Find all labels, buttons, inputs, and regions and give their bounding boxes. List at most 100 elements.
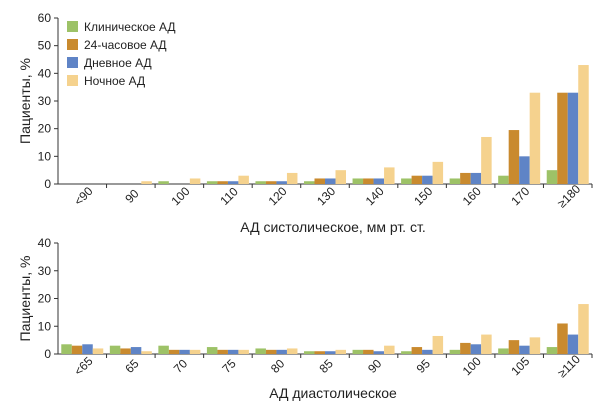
bar-1-4-7 [432, 161, 444, 184]
bar-2-4-6 [384, 345, 395, 354]
x-tick-label-2-4: 80 [268, 356, 288, 376]
x-tick-label-1-5: 130 [314, 184, 338, 208]
y-tick-label-1-30: 30 [38, 94, 52, 108]
bar-1-2-5 [314, 178, 325, 184]
bar-1-4-8 [481, 136, 492, 184]
bar-1-1-2 [158, 181, 169, 184]
x-tick-label-2-9: 105 [508, 354, 532, 378]
x-axis-title-2: АД диастолическое [269, 385, 397, 401]
bar-1-2-4 [265, 181, 277, 184]
bar-1-4-6 [384, 167, 395, 184]
legend-label-1: Клиническое АД [84, 20, 176, 34]
legend-swatch-4 [67, 75, 78, 86]
x-tick-label-2-5: 85 [316, 356, 336, 376]
y-tick-label-2-30: 30 [38, 264, 52, 278]
x-tick-label-1-3: 110 [217, 184, 241, 208]
bar-2-1-10 [546, 347, 558, 354]
bar-1-1-4 [255, 181, 266, 184]
bar-1-4-1 [141, 181, 152, 184]
bar-2-1-2 [158, 345, 169, 354]
bar-2-2-5 [314, 351, 325, 354]
bar-1-1-9 [498, 175, 509, 184]
legend-label-4: Ночное АД [84, 74, 145, 88]
y-tick-label-1-50: 50 [38, 39, 52, 53]
bar-2-1-8 [449, 349, 461, 354]
bar-1-2-3 [217, 181, 228, 184]
bar-1-4-4 [286, 172, 298, 184]
bar-2-3-5 [325, 351, 336, 354]
bar-2-1-0 [61, 344, 72, 354]
x-tick-label-1-2: 100 [169, 184, 193, 208]
y-tick-label-1-60: 60 [38, 11, 52, 25]
y-tick-label-2-20: 20 [38, 292, 52, 306]
bar-1-1-3 [206, 181, 218, 184]
bar-2-1-5 [304, 351, 315, 354]
legend-label-2: 24-часовое АД [84, 38, 167, 52]
bar-2-4-7 [432, 335, 444, 354]
x-tick-label-2-6: 90 [365, 356, 385, 376]
x-tick-label-2-0: <65 [71, 354, 96, 379]
x-tick-label-1-6: 140 [363, 184, 387, 208]
bar-1-2-8 [460, 172, 471, 184]
y-axis-title-1: Пациенты, % [17, 58, 33, 144]
bar-2-4-9 [529, 337, 541, 354]
y-axis-title-2: Пациенты, % [17, 256, 33, 342]
bar-2-3-0 [82, 344, 93, 354]
bar-1-4-5 [335, 170, 346, 184]
bar-1-3-8 [470, 172, 482, 184]
bar-1-3-3 [227, 181, 239, 184]
x-tick-label-1-7: 150 [411, 184, 435, 208]
bar-2-4-1 [141, 351, 152, 354]
x-tick-label-2-10: ≥110 [555, 352, 583, 380]
bar-2-1-4 [255, 348, 266, 354]
y-tick-label-2-10: 10 [38, 319, 52, 333]
legend-swatch-1 [67, 21, 78, 32]
bar-2-3-3 [227, 349, 239, 354]
bar-2-2-2 [168, 349, 180, 354]
x-tick-label-1-4: 120 [266, 184, 290, 208]
bar-1-1-7 [401, 178, 412, 184]
bar-2-1-7 [401, 351, 412, 354]
y-tick-label-1-20: 20 [38, 122, 52, 136]
bar-2-3-6 [373, 351, 385, 354]
bar-2-3-1 [130, 347, 142, 354]
bar-1-4-3 [238, 175, 249, 184]
bar-1-1-5 [304, 181, 315, 184]
bar-2-3-8 [470, 344, 482, 354]
bar-2-1-3 [206, 347, 218, 354]
legend-label-3: Дневное АД [84, 56, 152, 70]
x-tick-label-2-3: 75 [219, 356, 239, 376]
bar-1-4-2 [189, 178, 201, 184]
bar-1-1-6 [352, 178, 364, 184]
bar-2-3-2 [179, 349, 190, 354]
x-tick-label-1-1: 90 [122, 186, 142, 206]
bar-1-2-10 [557, 92, 568, 184]
bar-1-3-5 [325, 178, 336, 184]
bar-2-4-2 [189, 349, 201, 354]
bar-1-3-10 [567, 92, 579, 184]
y-tick-label-1-10: 10 [38, 149, 52, 163]
legend-swatch-2 [67, 39, 78, 50]
bar-1-3-7 [422, 175, 433, 184]
x-axis-title-1: АД систолическое, мм рт. ст. [240, 219, 425, 235]
x-tick-label-2-2: 70 [171, 356, 191, 376]
x-tick-label-1-0: <90 [71, 184, 96, 209]
legend-swatch-3 [67, 57, 78, 68]
bar-1-1-8 [449, 178, 461, 184]
bar-2-2-6 [363, 349, 374, 354]
y-tick-label-2-0: 0 [44, 347, 51, 361]
bar-2-1-9 [498, 348, 509, 354]
bar-2-4-4 [286, 348, 298, 354]
bar-2-4-8 [481, 334, 492, 354]
bar-2-2-8 [460, 342, 471, 354]
x-tick-label-2-1: 65 [122, 356, 142, 376]
bar-1-2-6 [363, 178, 374, 184]
bar-2-2-3 [217, 349, 228, 354]
bar-2-2-1 [120, 348, 131, 354]
bar-2-2-4 [265, 349, 277, 354]
bar-2-2-7 [411, 347, 423, 354]
bar-2-2-9 [508, 340, 520, 355]
bar-2-3-10 [567, 334, 579, 354]
